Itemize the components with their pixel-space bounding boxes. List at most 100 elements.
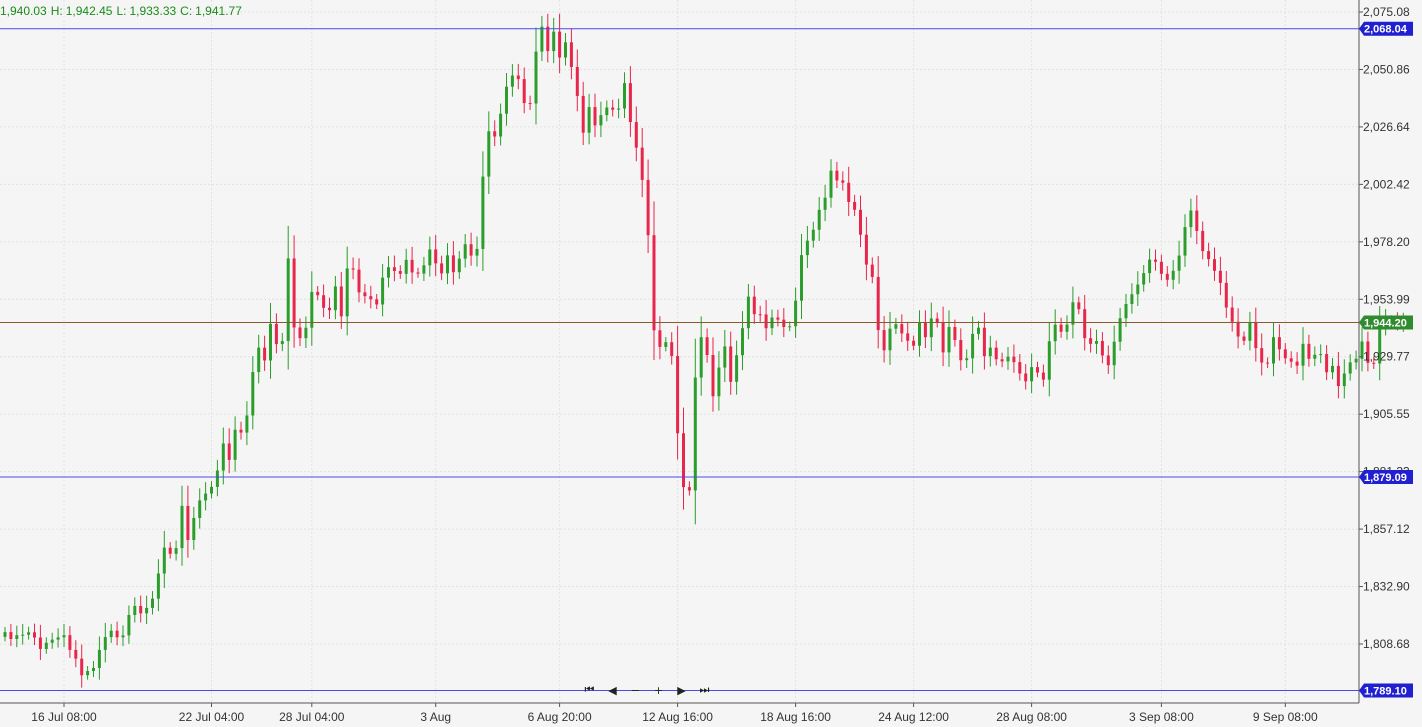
x-tick-label: 28 Jul 04:00: [279, 710, 345, 724]
candle-body: [440, 263, 444, 274]
candle-body: [558, 31, 562, 58]
candle-body: [1177, 255, 1181, 271]
candle-body: [652, 235, 656, 331]
candle-body: [1266, 362, 1270, 364]
candle-body: [764, 314, 768, 329]
candle-body: [1006, 356, 1010, 362]
candle-body: [1248, 322, 1252, 341]
candle-body: [959, 340, 963, 361]
candle-body: [1242, 336, 1246, 341]
candle-body: [239, 429, 243, 433]
candle-body: [145, 607, 149, 614]
candle-body: [1036, 367, 1039, 373]
y-tick-label: 2,050.86: [1363, 62, 1410, 76]
candle-body: [493, 131, 497, 137]
zoom-out-icon[interactable]: −: [630, 683, 641, 697]
candle-body: [923, 322, 927, 338]
candle-body: [1112, 341, 1116, 366]
candle-body: [605, 107, 609, 116]
candle-body: [1360, 341, 1364, 359]
candle-body: [1372, 362, 1376, 364]
candle-body: [1106, 355, 1110, 366]
candle-body: [1047, 341, 1051, 380]
candle-body: [741, 328, 744, 356]
candle-body: [27, 632, 31, 635]
candle-body: [446, 255, 449, 274]
candle-body: [817, 209, 821, 230]
candle-body: [1289, 358, 1293, 362]
x-tick-label: 28 Aug 08:00: [996, 710, 1067, 724]
candle-body: [752, 296, 756, 315]
candle-body: [121, 635, 125, 638]
candle-body: [876, 276, 880, 331]
candle-body: [894, 324, 898, 329]
candle-body: [487, 131, 491, 177]
candle-body: [729, 346, 733, 382]
candle-body: [870, 264, 874, 277]
candle-body: [328, 307, 331, 311]
candle-body: [1295, 361, 1299, 366]
candle-body: [1053, 324, 1057, 342]
candle-body: [1124, 303, 1128, 319]
hline-price-badge-label: 1,789.10: [1364, 685, 1407, 697]
candle-body: [1018, 362, 1022, 374]
candle-body: [1277, 337, 1281, 350]
candle-body: [1165, 273, 1169, 280]
candle-body: [1195, 210, 1199, 231]
candle-body: [1059, 324, 1063, 332]
candle-body: [1148, 259, 1152, 274]
candle-body: [381, 277, 385, 305]
candle-body: [534, 51, 538, 104]
candle-body: [1095, 341, 1098, 344]
candle-body: [1171, 270, 1175, 280]
candle-body: [68, 635, 72, 650]
hline-price-badge: 2,068.04: [1359, 21, 1413, 36]
skip-to-start-icon[interactable]: ⏮: [584, 683, 595, 696]
plot-area[interactable]: [0, 0, 1358, 703]
x-tick-label: 18 Aug 16:00: [760, 710, 831, 724]
candle-body: [841, 180, 845, 183]
candle-body: [853, 201, 857, 210]
scroll-left-icon[interactable]: ◀: [608, 683, 617, 697]
chart-navigation: ⏮ ◀ − + ▶ ⏭: [578, 682, 716, 698]
candle-body: [912, 340, 916, 346]
x-tick-label: 6 Aug 20:00: [528, 710, 592, 724]
candle-body: [988, 347, 992, 357]
candle-body: [304, 327, 308, 339]
candle-body: [522, 79, 526, 104]
candle-body: [1154, 259, 1157, 262]
candle-body: [1260, 348, 1264, 363]
candle-body: [1283, 349, 1287, 359]
candle-body: [1301, 343, 1305, 366]
candle-body: [38, 637, 42, 649]
y-tick-label: 2,075.08: [1363, 5, 1410, 19]
candles: [3, 13, 1405, 688]
candle-body: [44, 642, 48, 649]
candle-body: [251, 372, 255, 416]
candle-body: [593, 107, 597, 126]
candle-body: [257, 347, 261, 373]
x-tick-label: 3 Aug: [420, 710, 451, 724]
candle-body: [9, 632, 13, 639]
candle-body: [1331, 365, 1334, 373]
candle-body: [811, 229, 815, 241]
candle-body: [611, 107, 615, 110]
y-tick-label: 1,808.68: [1363, 637, 1410, 651]
candle-body: [375, 299, 379, 305]
candle-body: [1325, 354, 1329, 373]
current-price-badge-bg: [1359, 315, 1413, 330]
candle-body: [357, 269, 361, 293]
candle-body: [587, 107, 591, 133]
high-label: H:: [50, 4, 63, 18]
hline-price-badge-bg: [1359, 469, 1413, 484]
zoom-in-icon[interactable]: +: [653, 683, 664, 697]
scroll-right-icon[interactable]: ▶: [677, 683, 686, 697]
candle-body: [198, 500, 202, 518]
candle-body: [80, 658, 84, 676]
candle-body: [1254, 322, 1258, 349]
skip-to-end-icon[interactable]: ⏭: [699, 683, 710, 696]
candle-body: [569, 42, 573, 67]
candle-body: [339, 286, 343, 317]
